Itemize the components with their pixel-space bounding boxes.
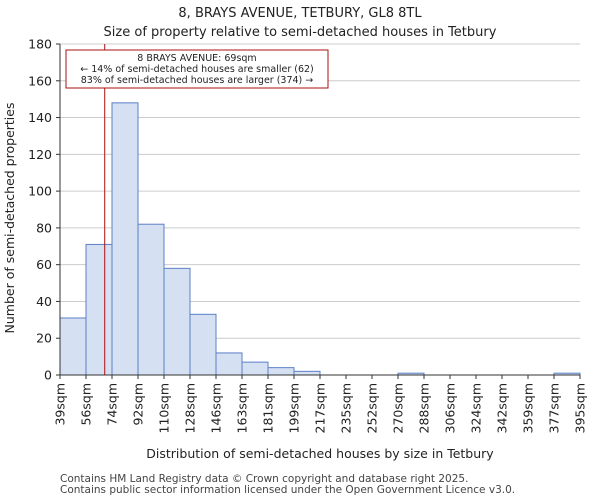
histogram-bar — [215, 352, 243, 376]
y-tick-label: 120 — [28, 147, 52, 162]
x-tick-label: 146sqm — [209, 383, 224, 433]
footer-licence: Contains public sector information licen… — [60, 484, 516, 496]
histogram-bar — [293, 370, 321, 376]
histogram-bar — [163, 267, 191, 376]
histogram-bar — [267, 367, 295, 376]
x-tick-label: 252sqm — [365, 383, 380, 433]
histogram-chart: 0 20 40 60 80 100 120 140 160 180 39sqm 56sqm 74sqm 9… — [2, 37, 588, 462]
x-tick-label: 74sqm — [105, 383, 120, 426]
y-tick-label: 140 — [28, 110, 52, 125]
annotation-line: ← 14% of semi-detached houses are smalle… — [80, 64, 314, 75]
x-tick-label: 235sqm — [339, 383, 354, 433]
x-tick-label: 324sqm — [469, 383, 484, 433]
x-tick-label: 181sqm — [261, 383, 276, 433]
histogram-bar — [241, 361, 269, 376]
x-tick-label: 217sqm — [313, 383, 328, 433]
footer-copyright: Contains HM Land Registry data © Crown c… — [60, 473, 469, 485]
x-tick-label: 56sqm — [79, 383, 94, 426]
x-tick-label: 163sqm — [235, 383, 250, 433]
histogram-bar — [137, 223, 165, 376]
x-tick-label: 128sqm — [183, 383, 198, 433]
x-tick-label: 359sqm — [521, 383, 536, 433]
y-tick-label: 0 — [44, 368, 52, 383]
x-tick-label: 110sqm — [157, 383, 172, 433]
y-tick-label: 180 — [28, 37, 52, 52]
x-tick-label: 377sqm — [547, 383, 562, 433]
histogram-bar — [59, 317, 87, 376]
x-axis-label: Distribution of semi-detached houses by … — [146, 446, 494, 461]
histogram-bar — [85, 243, 113, 376]
histogram-bar — [189, 313, 217, 376]
y-tick-label: 160 — [28, 73, 52, 88]
chart-subtitle: Size of property relative to semi-detach… — [103, 25, 497, 40]
x-tick-label: 288sqm — [417, 383, 432, 433]
x-tick-label: 270sqm — [391, 383, 406, 433]
x-tick-label: 306sqm — [443, 383, 458, 433]
x-tick-label: 199sqm — [287, 383, 302, 433]
y-tick-label: 100 — [28, 184, 52, 199]
x-tick-label: 92sqm — [131, 383, 146, 426]
y-tick-label: 80 — [36, 220, 52, 235]
bars-layer — [59, 102, 581, 376]
x-tick-label: 39sqm — [53, 383, 68, 426]
axes-layer: 0 20 40 60 80 100 120 140 160 180 39sqm 56sqm 74sqm 9… — [28, 37, 587, 434]
y-tick-label: 20 — [36, 331, 52, 346]
annotation-box — [65, 49, 329, 89]
x-tick-label: 395sqm — [573, 383, 588, 433]
y-tick-label: 60 — [36, 257, 52, 272]
y-tick-label: 40 — [36, 294, 52, 309]
marker-layer: 8 BRAYS AVENUE: 69sqm← 14% of semi-detac… — [65, 44, 329, 375]
x-tick-label: 342sqm — [495, 383, 510, 433]
y-axis-label: Number of semi-detached properties — [2, 103, 17, 334]
annotation-line: 8 BRAYS AVENUE: 69sqm — [137, 53, 256, 64]
histogram-bar — [111, 102, 139, 376]
annotation-line: 83% of semi-detached houses are larger (… — [81, 75, 314, 86]
chart-title: 8, BRAYS AVENUE, TETBURY, GL8 8TL — [178, 6, 422, 21]
